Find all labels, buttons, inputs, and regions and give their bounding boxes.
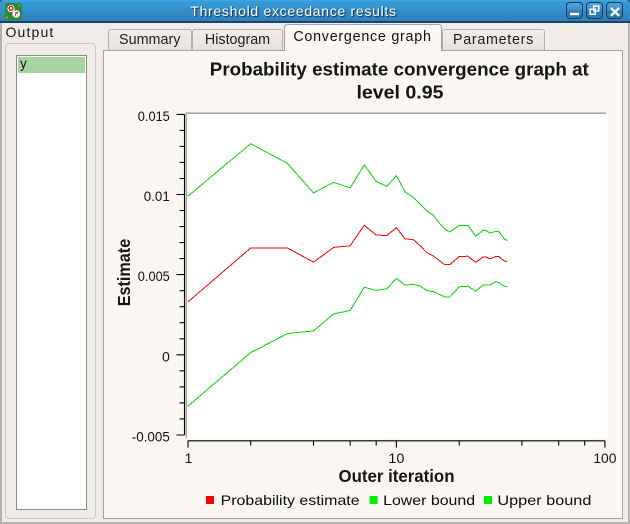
svg-text:-0.005: -0.005	[132, 429, 170, 445]
svg-text:0.015: 0.015	[138, 108, 170, 124]
svg-text:0: 0	[162, 348, 170, 364]
svg-text:Probability estimate convergen: Probability estimate convergence graph a…	[210, 60, 589, 80]
svg-text:level 0.95: level 0.95	[357, 82, 444, 102]
svg-text:10: 10	[388, 450, 404, 466]
svg-text:Probability estimate: Probability estimate	[221, 492, 360, 508]
svg-text:Upper bound: Upper bound	[497, 492, 591, 508]
svg-text:Lower bound: Lower bound	[383, 492, 475, 508]
svg-text:1: 1	[185, 450, 193, 466]
svg-text:Estimate: Estimate	[114, 239, 134, 307]
svg-text:0.005: 0.005	[138, 268, 170, 284]
svg-text:0.01: 0.01	[144, 188, 170, 204]
svg-text:Outer iteration: Outer iteration	[339, 466, 455, 486]
svg-text:100: 100	[593, 450, 616, 466]
